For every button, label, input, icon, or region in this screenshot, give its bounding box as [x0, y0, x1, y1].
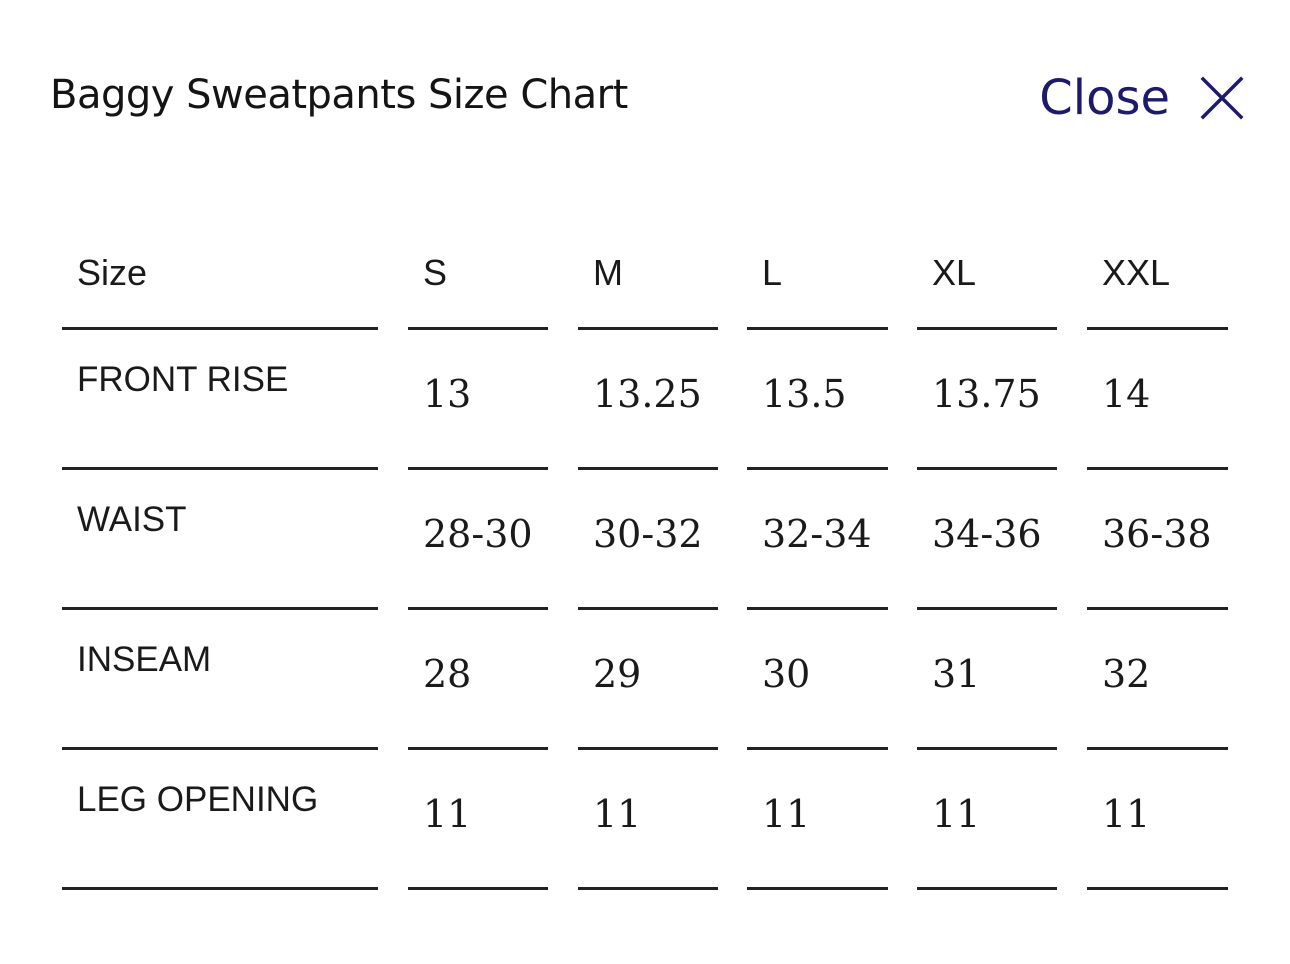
- table-header-row: Size S M L XL XXL: [62, 220, 1228, 330]
- size-heading: XXL: [1102, 252, 1171, 293]
- size-heading: XL: [932, 252, 977, 293]
- cell-value: 28: [423, 652, 472, 696]
- table-cell: 31: [917, 610, 1057, 750]
- table-cell: 13: [408, 330, 548, 470]
- table-cell: 29: [578, 610, 718, 750]
- header-size-cell: XXL: [1087, 220, 1228, 330]
- header-size-cell: M: [578, 220, 718, 330]
- row-label: WAIST: [77, 500, 187, 539]
- cell-value: 11: [762, 792, 811, 836]
- row-label-cell: WAIST: [62, 470, 378, 610]
- cell-value: 14: [1102, 372, 1151, 416]
- header-size-cell: L: [747, 220, 888, 330]
- dialog-title: Baggy Sweatpants Size Chart: [50, 72, 628, 118]
- table-row: FRONT RISE 13 13.25 13.5 13.75 14: [62, 330, 1228, 470]
- row-label-cell: INSEAM: [62, 610, 378, 750]
- header-label: Size: [77, 252, 148, 293]
- table-cell: 28-30: [408, 470, 548, 610]
- cell-value: 13.75: [932, 372, 1041, 416]
- cell-value: 34-36: [932, 512, 1042, 556]
- cell-value: 11: [932, 792, 981, 836]
- size-heading: L: [762, 252, 783, 293]
- cell-value: 13.5: [762, 372, 847, 416]
- size-table: Size S M L XL XXL FRONT RISE 13 13.25: [62, 220, 1228, 890]
- cell-value: 36-38: [1102, 512, 1212, 556]
- table-cell: 36-38: [1087, 470, 1228, 610]
- table-cell: 32: [1087, 610, 1228, 750]
- header-size-cell: XL: [917, 220, 1057, 330]
- close-button[interactable]: Close: [1039, 70, 1244, 126]
- table-cell: 11: [917, 750, 1057, 890]
- table-cell: 13.5: [747, 330, 888, 470]
- close-icon[interactable]: [1200, 76, 1244, 120]
- size-heading: M: [593, 252, 623, 293]
- header-size-cell: S: [408, 220, 548, 330]
- table-cell: 13.75: [917, 330, 1057, 470]
- cell-value: 13: [423, 372, 472, 416]
- cell-value: 32-34: [762, 512, 872, 556]
- header-label-cell: Size: [62, 220, 378, 330]
- table-cell: 13.25: [578, 330, 718, 470]
- table-cell: 30-32: [578, 470, 718, 610]
- cell-value: 31: [932, 652, 981, 696]
- cell-value: 11: [593, 792, 642, 836]
- row-label: INSEAM: [77, 640, 212, 679]
- cell-value: 30-32: [593, 512, 703, 556]
- cell-value: 13.25: [593, 372, 702, 416]
- table-cell: 30: [747, 610, 888, 750]
- table-cell: 14: [1087, 330, 1228, 470]
- row-label: LEG OPENING: [77, 780, 319, 819]
- table-cell: 11: [578, 750, 718, 890]
- cell-value: 11: [1102, 792, 1151, 836]
- table-row: LEG OPENING 11 11 11 11 11: [62, 750, 1228, 890]
- cell-value: 30: [762, 652, 811, 696]
- table-cell: 28: [408, 610, 548, 750]
- row-label-cell: LEG OPENING: [62, 750, 378, 890]
- size-heading: S: [423, 252, 448, 293]
- cell-value: 11: [423, 792, 472, 836]
- cell-value: 28-30: [423, 512, 533, 556]
- row-label-cell: FRONT RISE: [62, 330, 378, 470]
- row-label: FRONT RISE: [77, 360, 289, 399]
- close-label: Close: [1039, 70, 1170, 126]
- cell-value: 32: [1102, 652, 1151, 696]
- table-cell: 32-34: [747, 470, 888, 610]
- table-cell: 11: [747, 750, 888, 890]
- cell-value: 29: [593, 652, 642, 696]
- table-cell: 11: [408, 750, 548, 890]
- table-cell: 11: [1087, 750, 1228, 890]
- table-row: WAIST 28-30 30-32 32-34 34-36 36-38: [62, 470, 1228, 610]
- table-cell: 34-36: [917, 470, 1057, 610]
- table-row: INSEAM 28 29 30 31 32: [62, 610, 1228, 750]
